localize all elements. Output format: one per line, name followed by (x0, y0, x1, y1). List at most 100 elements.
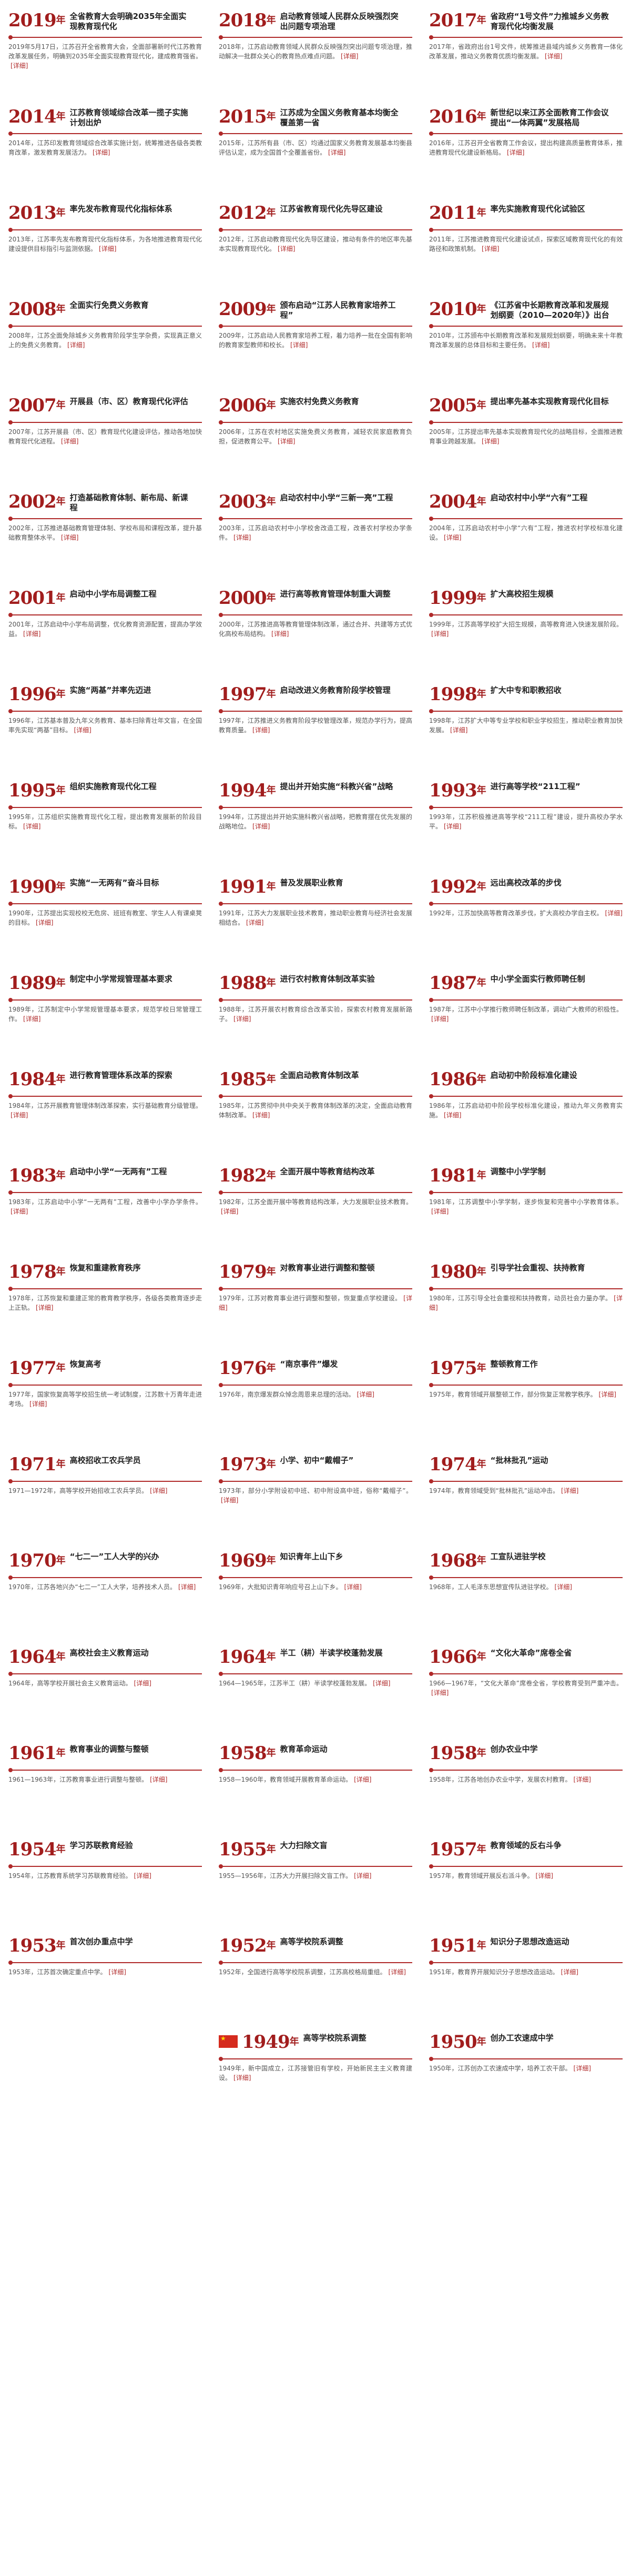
entry-more-link[interactable]: [详细] (150, 1487, 168, 1494)
entry-more-link[interactable]: [详细] (598, 1391, 616, 1398)
entry-more-link[interactable]: [详细] (561, 1968, 578, 1976)
timeline-entry: 1991 年普及发展职业教育 1991年，江苏大力发展职业技术教育，推动职业教育与经… (210, 874, 421, 970)
entry-text: 1998年，江苏扩大中等专业学校和职业学校招生，推动职业教育加快发展。 (429, 717, 623, 734)
entry-more-link[interactable]: [详细] (605, 910, 623, 917)
entry-year: 2007 (8, 395, 57, 416)
entry-more-link[interactable]: [详细] (431, 1015, 449, 1023)
entry-more-link[interactable]: [详细] (561, 1487, 579, 1494)
entry-more-link[interactable]: [详细] (150, 1776, 168, 1783)
entry-more-link[interactable]: [详细] (11, 1112, 28, 1119)
entry-more-link[interactable]: [详细] (74, 726, 91, 734)
entry-divider (429, 1190, 623, 1195)
entry-more-link[interactable]: [详细] (67, 341, 85, 349)
entry-body: 2014年，江苏印发教育领域综合改革实施计划，统筹推进各级各类教育改革，激发教育… (8, 138, 202, 157)
entry-divider (429, 1768, 623, 1772)
entry-text: 1977年，国家恢复高等学校招生统一考试制度，江苏数十万青年走进考场。 (8, 1391, 202, 1408)
entry-more-link[interactable]: [详细] (93, 149, 110, 156)
entry-more-link[interactable]: [详细] (507, 149, 525, 156)
entry-more-link[interactable]: [详细] (271, 630, 289, 638)
entry-more-link[interactable]: [详细] (573, 1776, 591, 1783)
entry-more-link[interactable]: [详细] (357, 1391, 374, 1398)
entry-more-link[interactable]: [详细] (233, 1015, 251, 1023)
entry-more-link[interactable]: [详细] (344, 1583, 362, 1591)
entry-year-suffix: 年 (476, 1844, 486, 1855)
entry-more-link[interactable]: [详细] (290, 341, 308, 349)
entry-more-link[interactable]: [详细] (431, 1208, 449, 1215)
entry-more-link[interactable]: [详细] (444, 534, 462, 541)
entry-more-link[interactable]: [详细] (221, 1208, 239, 1215)
entry-divider (429, 1383, 623, 1387)
entry-more-link[interactable]: [详细] (444, 1112, 462, 1119)
entry-divider (429, 2057, 623, 2061)
timeline-entry: 1974 年 “批林批孔”运动 1974年，教育领域受到“批林批孔”运动冲击。 [详细] (421, 1451, 631, 1548)
entry-more-link[interactable]: [详细] (554, 1583, 572, 1591)
entry-year: 2005 (429, 395, 477, 416)
entry-more-link[interactable]: [详细] (444, 823, 462, 830)
entry-more-link[interactable]: [详细] (450, 726, 468, 734)
entry-more-link[interactable]: [详细] (61, 534, 79, 541)
entry-divider (219, 613, 412, 617)
entry-more-link[interactable]: [详细] (11, 62, 28, 69)
entry-more-link[interactable]: [详细] (341, 53, 359, 60)
entry-more-link[interactable]: [详细] (99, 245, 117, 252)
entry-more-link[interactable]: [详细] (11, 1208, 28, 1215)
entry-year: 2018 (219, 10, 267, 31)
entry-more-link[interactable]: [详细] (532, 341, 550, 349)
entry-year: 2019 (8, 10, 57, 31)
entry-more-link[interactable]: [详细] (29, 1400, 47, 1408)
entry-more-link[interactable]: [详细] (36, 919, 54, 926)
entry-more-link[interactable]: [详细] (482, 438, 500, 445)
entry-year-suffix: 年 (476, 1459, 486, 1470)
entry-more-link[interactable]: [详细] (246, 919, 264, 926)
entry-title: 教育革命运动 (280, 1744, 328, 1754)
entry-more-link[interactable]: [详细] (278, 245, 296, 252)
entry-divider (8, 228, 202, 232)
entry-body: 1949年，新中国成立，江苏接管旧有学校，开始新民主主义教育建设。 [详细] (219, 2064, 412, 2083)
entry-more-link[interactable]: [详细] (354, 1776, 372, 1783)
entry-title: 江苏省教育现代化先导区建设 (280, 204, 383, 214)
entry-more-link[interactable]: [详细] (278, 438, 296, 445)
entry-more-link[interactable]: [详细] (233, 534, 251, 541)
entry-body: 1995年，江苏组织实施教育现代化工程，提出教育发展新的阶段目标。 [详细] (8, 812, 202, 831)
entry-more-link[interactable]: [详细] (573, 2065, 591, 2072)
entry-divider (8, 902, 202, 906)
entry-title: 首次创办重点中学 (69, 1937, 133, 1946)
entry-more-link[interactable]: [详细] (328, 149, 346, 156)
entry-text: 1950年，江苏创办工农速成中学，培养工农干部。 (429, 2065, 572, 2072)
entry-more-link[interactable]: [详细] (482, 245, 500, 252)
entry-more-link[interactable]: [详细] (252, 823, 270, 830)
entry-more-link[interactable]: [详细] (354, 1872, 372, 1880)
entry-more-link[interactable]: [详细] (388, 1968, 406, 1976)
entry-more-link[interactable]: [详细] (219, 1295, 412, 1311)
entry-more-link[interactable]: [详细] (373, 1680, 391, 1687)
entry-more-link[interactable]: [详细] (233, 2074, 251, 2082)
entry-body: 1974年，教育领域受到“批林批孔”运动冲击。 [详细] (429, 1486, 623, 1496)
entry-more-link[interactable]: [详细] (221, 1497, 239, 1504)
entry-more-link[interactable]: [详细] (178, 1583, 196, 1591)
entry-more-link[interactable]: [详细] (23, 630, 41, 638)
entry-more-link[interactable]: [详细] (23, 1015, 41, 1023)
entry-text: 1949年，新中国成立，江苏接管旧有学校，开始新民主主义教育建设。 (219, 2065, 412, 2082)
entry-more-link[interactable]: [详细] (36, 1304, 54, 1311)
entry-more-link[interactable]: [详细] (108, 1968, 126, 1976)
entry-more-link[interactable]: [详细] (535, 1872, 553, 1880)
entry-body: 1969年，大批知识青年响应号召上山下乡。 [详细] (219, 1582, 412, 1592)
entry-body: 1973年，部分小学附设初中班、初中附设高中班，俗称“戴帽子”。 [详细] (219, 1486, 412, 1505)
entry-year: 2009 (219, 299, 267, 320)
entry-body: 1966—1967年，“文化大革命”席卷全省，学校教育受到严重冲击。 [详细] (429, 1679, 623, 1698)
entry-divider (8, 1094, 202, 1098)
entry-header: 1973 年小学、初中“戴帽子” (219, 1454, 412, 1480)
entry-more-link[interactable]: [详细] (431, 1689, 449, 1696)
entry-more-link[interactable]: [详细] (134, 1680, 151, 1687)
entry-more-link[interactable]: [详细] (252, 1112, 270, 1119)
entry-title: 率先发布教育现代化指标体系 (69, 204, 172, 214)
entry-more-link[interactable]: [详细] (23, 823, 41, 830)
entry-body: 2018年，江苏启动教育领域人民群众反映强烈突出问题专项治理，推动解决一批群众关… (219, 42, 412, 61)
entry-body: 1978年，江苏恢复和重建正常的教育教学秩序，各级各类教育逐步走上正轨。 [详细] (8, 1294, 202, 1312)
entry-more-link[interactable]: [详细] (252, 726, 270, 734)
entry-more-link[interactable]: [详细] (61, 438, 79, 445)
entry-more-link[interactable]: [详细] (431, 630, 449, 638)
entry-more-link[interactable]: [详细] (429, 1295, 623, 1311)
entry-more-link[interactable]: [详细] (134, 1872, 151, 1880)
entry-more-link[interactable]: [详细] (545, 53, 563, 60)
